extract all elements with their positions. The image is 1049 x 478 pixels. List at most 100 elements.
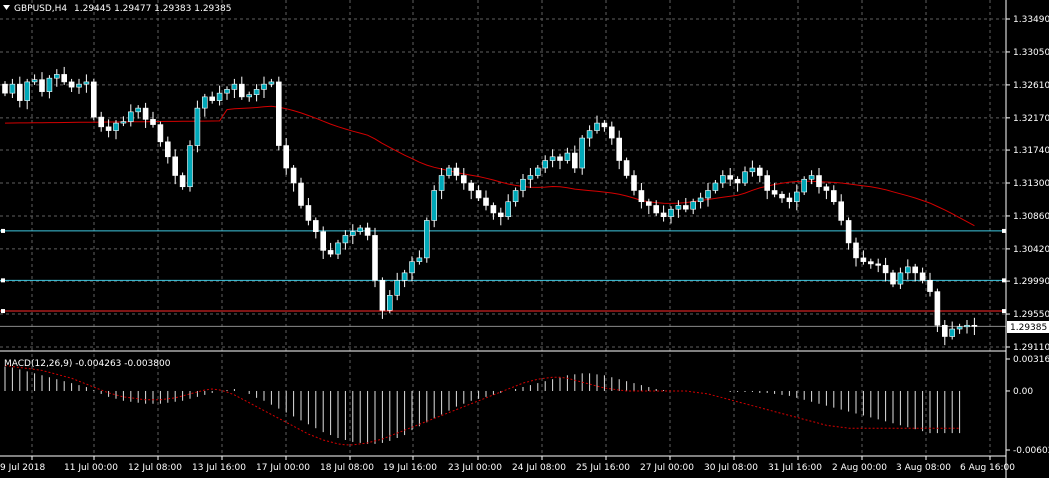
- candle: [904, 259, 911, 280]
- candle: [660, 205, 667, 222]
- candle: [379, 277, 386, 319]
- y-tick-label: 1.31740: [1013, 146, 1049, 156]
- candle: [16, 76, 23, 108]
- candle: [239, 76, 245, 100]
- x-tick-label: 13 Jul 16:00: [192, 463, 246, 473]
- grid: [0, 0, 1006, 456]
- candle: [172, 149, 178, 185]
- y-tick-label: 1.29990: [1013, 277, 1049, 287]
- candle: [897, 267, 904, 289]
- x-tick-label: 31 Jul 16:00: [768, 463, 822, 473]
- y-tick-label: 1.31300: [1013, 179, 1049, 189]
- candle: [475, 185, 482, 201]
- candle: [838, 194, 845, 226]
- candle: [668, 206, 674, 224]
- candle: [209, 91, 215, 104]
- candle: [749, 160, 756, 177]
- x-tick-label: 2 Aug 00:00: [832, 463, 887, 473]
- candle: [275, 76, 282, 151]
- candle: [764, 170, 771, 200]
- candle: [150, 111, 156, 128]
- candle: [187, 140, 193, 192]
- candle: [157, 121, 164, 147]
- candle: [512, 187, 519, 207]
- candle: [216, 85, 223, 106]
- candle: [949, 321, 956, 340]
- candle: [76, 78, 82, 94]
- ohlc-label: 1.29445 1.29477 1.29383 1.29385: [74, 4, 231, 14]
- candle: [786, 192, 793, 209]
- candle: [682, 197, 689, 213]
- y-tick-label: 1.29110: [1013, 343, 1049, 353]
- candle: [534, 165, 541, 179]
- candle: [128, 104, 134, 127]
- candle: [194, 100, 201, 153]
- candle: [675, 200, 682, 218]
- candle: [335, 239, 341, 260]
- candle: [135, 105, 141, 119]
- y-tick-label: 1.33050: [1013, 48, 1049, 58]
- candle: [594, 115, 600, 134]
- candle: [520, 174, 526, 198]
- price-axis-labels: 1.33490 1.33050 1.32610 1.32170 1.31740 1.313…: [1006, 15, 1049, 353]
- candle: [2, 81, 8, 97]
- candle: [305, 197, 312, 226]
- candle: [927, 272, 933, 297]
- moving-average-line: [4, 105, 975, 227]
- candle: [912, 263, 919, 282]
- level-handle[interactable]: [1, 309, 5, 314]
- current-price-label: 1.29385: [1010, 323, 1047, 333]
- candle: [549, 149, 556, 168]
- candle: [697, 192, 704, 209]
- macd-signal-line: [4, 365, 960, 446]
- candle: [941, 320, 948, 346]
- level-handle[interactable]: [1, 278, 5, 283]
- x-tick-label: 9 Jul 2018: [0, 463, 45, 473]
- candle: [320, 226, 327, 260]
- candle: [68, 78, 75, 93]
- candle: [231, 78, 238, 99]
- candle: [357, 224, 364, 235]
- candle: [712, 180, 719, 194]
- candle: [342, 230, 349, 250]
- candle: [586, 125, 593, 147]
- x-tick-label: 19 Jul 16:00: [383, 463, 437, 473]
- x-tick-label: 18 Jul 08:00: [320, 463, 374, 473]
- x-tick-label: 3 Aug 08:00: [896, 463, 951, 473]
- price-levels: [0, 228, 1006, 327]
- candle: [653, 200, 660, 216]
- candle: [638, 183, 645, 209]
- level-handle[interactable]: [1002, 278, 1006, 283]
- candle: [91, 78, 97, 121]
- collapse-triangle-icon[interactable]: [3, 5, 10, 10]
- candle: [438, 168, 445, 200]
- candle: [734, 176, 741, 192]
- candle: [312, 217, 319, 239]
- x-tick-label: 6 Aug 16:00: [960, 463, 1015, 473]
- candle: [298, 177, 304, 209]
- candle: [142, 102, 149, 128]
- level-handle[interactable]: [1002, 228, 1006, 233]
- candle: [409, 256, 415, 282]
- y-tick-label: 1.30420: [1013, 245, 1049, 255]
- candle: [24, 78, 31, 110]
- candle: [890, 269, 896, 288]
- x-tick-label: 11 Jul 00:00: [64, 463, 118, 473]
- macd-tick-label: 0.00: [1013, 387, 1033, 397]
- level-handle[interactable]: [1, 228, 5, 233]
- candle: [113, 120, 119, 140]
- candle: [964, 320, 970, 334]
- candle: [705, 183, 711, 207]
- x-tick-label: 23 Jul 00:00: [448, 463, 502, 473]
- candle: [867, 258, 874, 269]
- macd-histogram: [4, 366, 961, 444]
- candle: [453, 162, 460, 181]
- level-handle[interactable]: [1002, 309, 1006, 314]
- candle: [971, 317, 978, 336]
- candle: [845, 217, 852, 250]
- candle: [875, 258, 882, 273]
- candle: [431, 185, 438, 228]
- candle: [956, 323, 963, 334]
- candle: [202, 93, 208, 117]
